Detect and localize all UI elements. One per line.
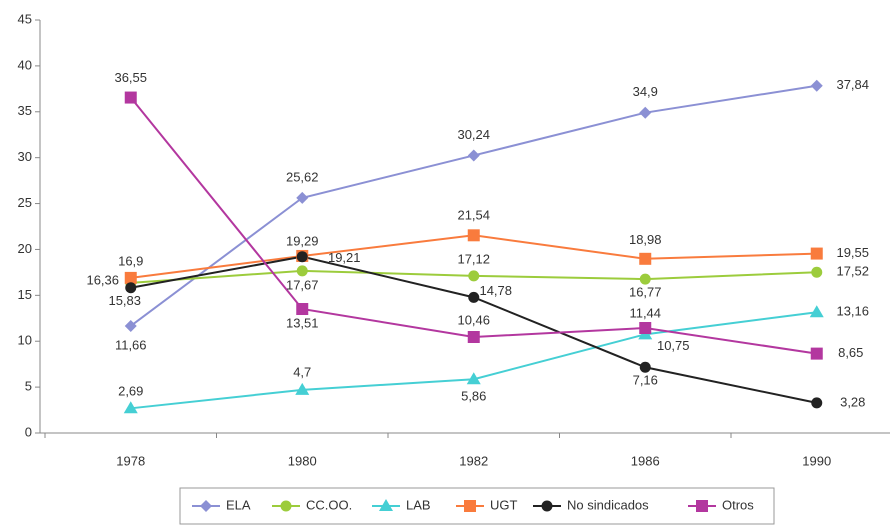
- x-tick-label: 1990: [802, 453, 831, 468]
- point: [811, 397, 823, 409]
- series-line: [130, 84, 817, 327]
- legend-marker: [696, 500, 708, 512]
- legend-label: Otros: [722, 497, 754, 512]
- data-label: 19,55: [836, 245, 869, 260]
- data-label: 8,65: [838, 345, 863, 360]
- x-tick-label: 1986: [631, 453, 660, 468]
- point: [810, 347, 823, 360]
- data-label: 10,75: [657, 338, 690, 353]
- point: [639, 273, 651, 285]
- data-label: 25,62: [286, 169, 319, 184]
- point: [296, 251, 308, 263]
- legend-label: LAB: [406, 497, 431, 512]
- legend-label: ELA: [226, 497, 251, 512]
- data-label: 34,9: [633, 84, 658, 99]
- point: [295, 382, 310, 395]
- legend-marker: [200, 500, 212, 512]
- point: [468, 270, 480, 282]
- data-label: 17,67: [286, 277, 319, 292]
- y-tick-label: 0: [25, 424, 32, 439]
- legend-label: UGT: [490, 497, 518, 512]
- point: [467, 229, 480, 242]
- data-label: 30,24: [457, 127, 490, 142]
- data-label: 17,12: [457, 251, 490, 266]
- point: [296, 191, 309, 204]
- point: [466, 372, 481, 385]
- point: [639, 106, 652, 119]
- legend-label: CC.OO.: [306, 497, 352, 512]
- point: [809, 305, 824, 318]
- y-tick-label: 25: [18, 195, 32, 210]
- y-tick-label: 5: [25, 379, 32, 394]
- point: [467, 149, 480, 162]
- y-tick-label: 45: [18, 11, 32, 26]
- legend-marker: [280, 500, 292, 512]
- point: [810, 247, 823, 260]
- point: [124, 91, 137, 104]
- point: [296, 265, 308, 277]
- point: [468, 291, 480, 303]
- data-label: 11,44: [629, 305, 661, 320]
- data-label: 2,69: [118, 384, 143, 399]
- data-label: 3,28: [840, 394, 865, 409]
- data-label: 13,51: [286, 315, 319, 330]
- y-tick-label: 10: [18, 333, 32, 348]
- legend-box: [179, 487, 775, 525]
- x-tick-label: 1978: [116, 453, 145, 468]
- point: [811, 266, 823, 278]
- point: [639, 322, 652, 335]
- data-label: 16,77: [629, 285, 662, 300]
- data-label: 19,29: [286, 233, 319, 248]
- y-tick-label: 15: [18, 287, 32, 302]
- data-label: 14,78: [479, 283, 512, 298]
- point: [125, 282, 137, 294]
- point: [124, 319, 137, 332]
- data-label: 18,98: [629, 232, 662, 247]
- point: [639, 252, 652, 265]
- legend-label: No sindicados: [567, 497, 649, 512]
- point: [639, 361, 651, 373]
- legend-marker: [379, 499, 393, 511]
- data-label: 21,54: [457, 208, 490, 223]
- data-label: 15,83: [108, 293, 141, 308]
- data-label: 10,46: [457, 312, 490, 327]
- data-label: 36,55: [114, 70, 147, 85]
- data-label: 13,16: [836, 304, 869, 319]
- data-label: 4,7: [293, 364, 311, 379]
- point: [124, 271, 137, 284]
- data-label: 7,16: [633, 373, 658, 388]
- data-label: 37,84: [836, 77, 869, 92]
- point: [296, 303, 309, 316]
- data-label: 16,9: [118, 253, 143, 268]
- legend-marker: [464, 500, 476, 512]
- point: [467, 331, 480, 344]
- x-tick-label: 1982: [459, 453, 488, 468]
- data-label: 17,52: [836, 264, 869, 279]
- point: [123, 401, 138, 414]
- y-tick-label: 20: [18, 241, 32, 256]
- y-tick-label: 30: [18, 149, 32, 164]
- point: [810, 79, 823, 92]
- y-tick-label: 40: [18, 57, 32, 72]
- data-label: 19,21: [328, 250, 361, 265]
- data-label: 16,36: [86, 272, 119, 287]
- data-label: 11,66: [115, 337, 147, 352]
- data-label: 5,86: [461, 389, 486, 404]
- legend-marker: [541, 500, 553, 512]
- x-tick-label: 1980: [288, 453, 317, 468]
- y-tick-label: 35: [18, 103, 32, 118]
